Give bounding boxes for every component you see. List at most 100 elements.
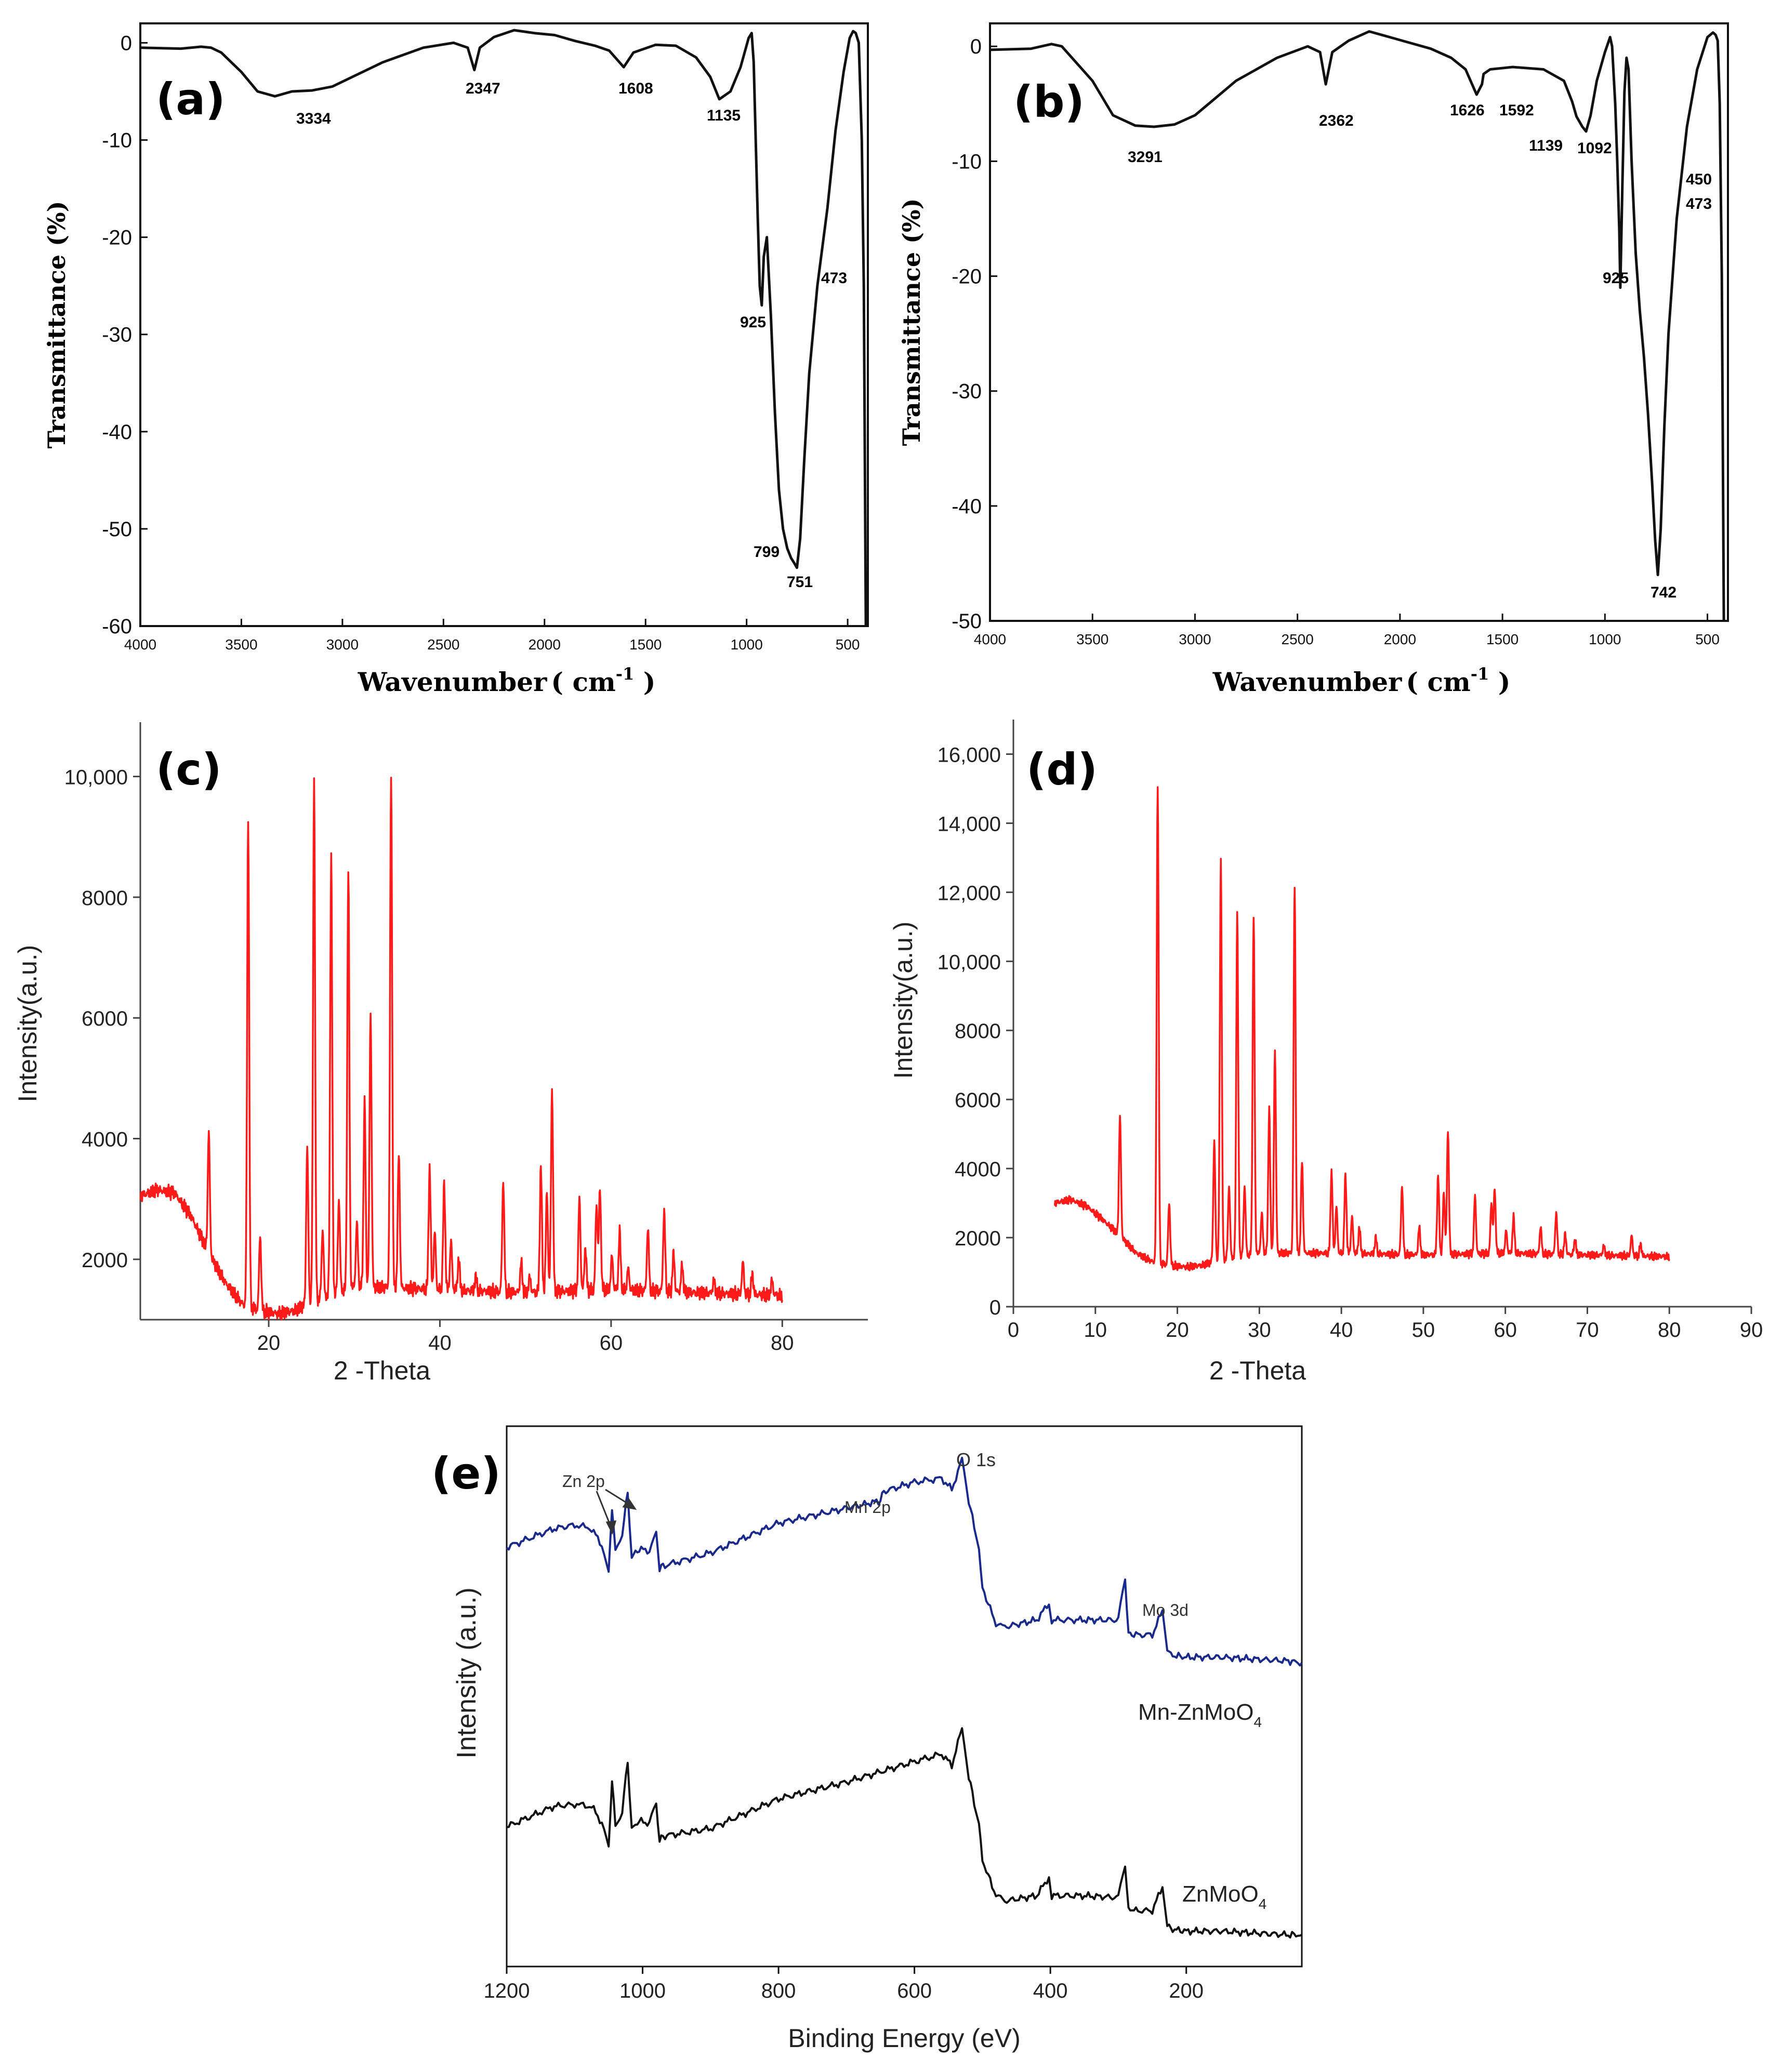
ftir-a-line [140,29,867,627]
peak-label: 1092 [1577,140,1612,157]
y-tick-label: 10,000 [938,951,1001,974]
x-tick-label: 3500 [225,636,257,653]
y-tick-label: 0 [989,1296,1001,1319]
y-tick-label: -30 [102,324,132,347]
y-tick-label: -40 [102,421,132,444]
y-axis-label: Intensity (a.u.) [452,1587,482,1758]
y-axis-label: Intensity(a.u.) [13,945,42,1103]
y-axis-label: Transmittance (%) [43,201,71,449]
x-tick-label: 1000 [1589,631,1621,647]
x-tick-label: 1200 [484,1980,530,2002]
x-tick-label: 30 [1248,1319,1271,1342]
y-tick-label: -50 [952,610,982,633]
x-tick-label: 800 [761,1980,796,2002]
x-tick-label: 3000 [1179,631,1211,647]
panel-c-xrd: 2000 4000 6000 8000 10,000 20 40 60 80 (c) Inte… [13,722,868,1385]
y-tick-label: 0 [970,35,982,58]
peak-label: 925 [1603,270,1629,287]
plot-frame [989,22,1729,622]
panel-e-xps: 1200 1000 800 600 400 200 (e) Intensity (a.u.… [431,1425,1303,2053]
y-tick-label: 0 [121,32,132,55]
peak-label: 473 [1686,195,1712,212]
ftir-b-line [989,30,1725,621]
zn2p-arrows [596,1489,637,1535]
x-tick-label: 4000 [974,631,1006,647]
y-tick-label: 12,000 [938,882,1001,905]
x-tick-label: 80 [1658,1319,1681,1342]
x-tick-label: 20 [257,1332,281,1354]
peak-label: 925 [740,314,766,331]
y-tick-label: 2000 [82,1249,128,1272]
legend-label: Mn-ZnMoO4 [1138,1699,1262,1730]
x-axis-label: 2 -Theta [334,1356,430,1385]
x-tick-label: 60 [1494,1319,1517,1342]
y-axis-label: Intensity(a.u.) [889,922,918,1079]
x-tick-label: 400 [1033,1980,1068,2002]
x-tick-label: 90 [1740,1319,1763,1342]
peak-label: 2347 [466,80,500,97]
panel-label: (c) [156,744,222,795]
peak-label: 3334 [296,110,331,127]
y-tick-label: -10 [952,150,982,173]
x-tick-label: 80 [771,1332,794,1354]
y-tick-label: -20 [952,265,982,288]
x-tick-label: 70 [1576,1319,1599,1342]
y-tick-label: 6000 [82,1007,128,1030]
x-axis: 0 10 20 30 40 50 60 70 80 90 [1008,1307,1763,1342]
peak-label: 2362 [1319,112,1354,129]
peak-label: Mo 3d [1142,1601,1189,1619]
y-tick-label: 8000 [82,887,128,910]
y-tick-label: -40 [952,495,982,518]
peak-label: 1592 [1499,102,1534,119]
x-axis: 20 40 60 80 [257,1320,794,1354]
y-axis: 0 2000 4000 6000 8000 10,000 12,000 14,000 16,00… [938,743,1013,1319]
peak-label: 751 [787,574,813,591]
y-tick-label: 6000 [955,1089,1001,1112]
x-tick-label: 20 [1166,1319,1189,1342]
x-tick-label: 200 [1169,1980,1204,2002]
x-tick-label: 2500 [1282,631,1314,647]
x-tick-label: 50 [1412,1319,1435,1342]
y-axis: 2000 4000 6000 8000 10,000 [64,766,140,1272]
y-tick-label: 10,000 [64,766,128,789]
peak-label: 1139 [1529,137,1563,154]
y-tick-label: -10 [102,129,132,152]
plot-frame [139,22,869,627]
y-tick-label: -30 [952,380,982,403]
x-tick-label: 1000 [619,1980,666,2002]
x-tick-label: 2000 [1384,631,1416,647]
x-tick-label: 500 [836,636,860,653]
xrd-d-line [1053,786,1670,1272]
peak-label: Mn 2p [844,1498,891,1517]
panel-label: (a) [156,74,225,125]
peak-label: 3291 [1128,149,1163,166]
x-tick-label: 10 [1084,1319,1107,1342]
x-tick-label: 600 [897,1980,932,2002]
x-tick-label: 0 [1008,1319,1019,1342]
y-tick-label: 4000 [82,1128,128,1151]
panel-b-ftir: 0 -10 -20 -30 -40 -50 4000 3500 3000 2500 2000 150… [897,22,1729,697]
y-tick-label: 2000 [955,1227,1001,1250]
y-tick-label: -20 [102,227,132,249]
plot-frame [506,1425,1303,1968]
y-tick-label: 14,000 [938,813,1001,835]
y-tick-label: -50 [102,518,132,541]
peak-label: 1608 [618,80,653,97]
x-axis-label: Wavenumber( cm-1 ) [1212,664,1511,697]
x-tick-label: 3000 [326,636,359,653]
xrd-c-line [139,776,784,1321]
xps-znmoo4-line [506,1727,1302,1939]
x-tick-label: 4000 [124,636,156,653]
x-axis: 4000 3500 3000 2500 2000 1500 1000 500 [974,614,1720,647]
peak-label: 1135 [707,107,741,124]
xps-mn-znmoo4-line [506,1456,1303,1667]
y-tick-label: -60 [102,615,132,638]
panel-label: (b) [1013,76,1085,127]
y-tick-label: 8000 [955,1020,1001,1043]
x-axis-label: Binding Energy (eV) [788,2024,1020,2053]
peak-label: 450 [1686,171,1712,188]
panel-a-ftir: 0 -10 -20 -30 -40 -50 -60 4000 3500 3000 2500 2000… [43,22,869,697]
y-axis: 0 -10 -20 -30 -40 -50 [952,35,997,633]
legend-label: ZnMoO4 [1182,1881,1266,1912]
